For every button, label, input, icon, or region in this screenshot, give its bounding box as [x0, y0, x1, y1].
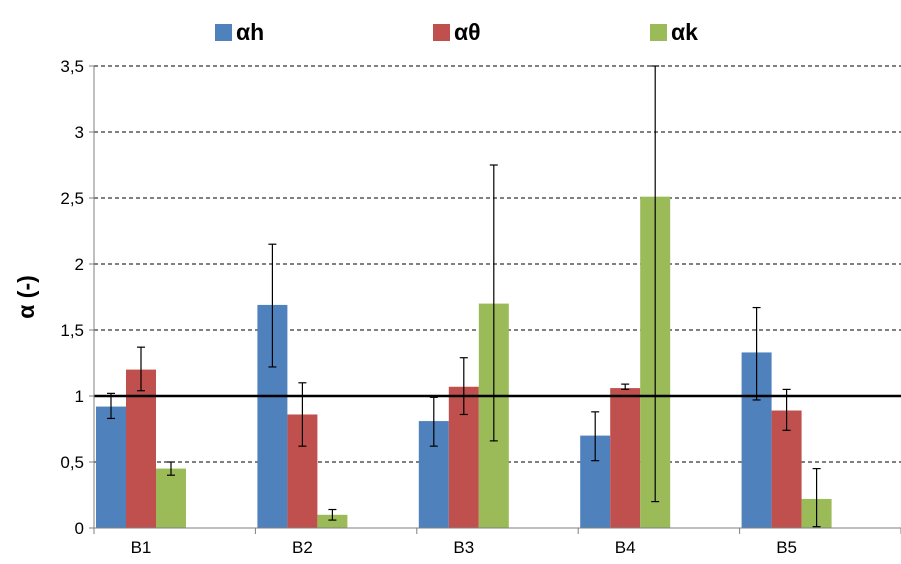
legend-item-ah: αh	[215, 14, 264, 50]
x-tick-label: B5	[776, 538, 797, 557]
error-bars	[107, 65, 821, 528]
legend-swatch-atheta	[433, 23, 450, 41]
x-tick-label: B3	[453, 538, 474, 557]
legend-swatch-ah	[215, 23, 232, 41]
legend: αh αθ αk	[0, 14, 901, 50]
x-tick-label: B1	[131, 538, 152, 557]
y-tick-label: 2,5	[60, 189, 84, 208]
bar	[610, 388, 641, 528]
legend-label-ak: αk	[671, 18, 698, 45]
y-tick-label: 0,5	[60, 453, 84, 472]
axes	[89, 65, 901, 534]
y-tick-label: 1,5	[60, 321, 84, 340]
y-tick-label: 3	[75, 123, 84, 142]
bar	[96, 406, 126, 528]
y-tick-label: 2	[75, 255, 84, 274]
legend-item-ak: αk	[650, 14, 698, 50]
x-tick-label: B4	[615, 538, 636, 557]
x-tick-label: B2	[292, 538, 313, 557]
x-tick-labels: B1 B2 B3 B4 B5	[131, 538, 797, 557]
y-tick-labels: 0 0,5 1 1,5 2 2,5 3 3,5	[60, 57, 84, 538]
y-tick-label: 0	[75, 519, 84, 538]
legend-label-ah: αh	[236, 18, 265, 45]
y-axis-title: α (-)	[13, 275, 39, 319]
bar	[156, 468, 186, 528]
bar	[317, 514, 348, 528]
legend-swatch-ak	[650, 23, 667, 41]
legend-item-atheta: αθ	[433, 14, 481, 50]
y-tick-label: 3,5	[60, 57, 84, 76]
y-tick-label: 1	[75, 387, 84, 406]
legend-label-atheta: αθ	[454, 18, 481, 45]
bar	[126, 369, 156, 528]
